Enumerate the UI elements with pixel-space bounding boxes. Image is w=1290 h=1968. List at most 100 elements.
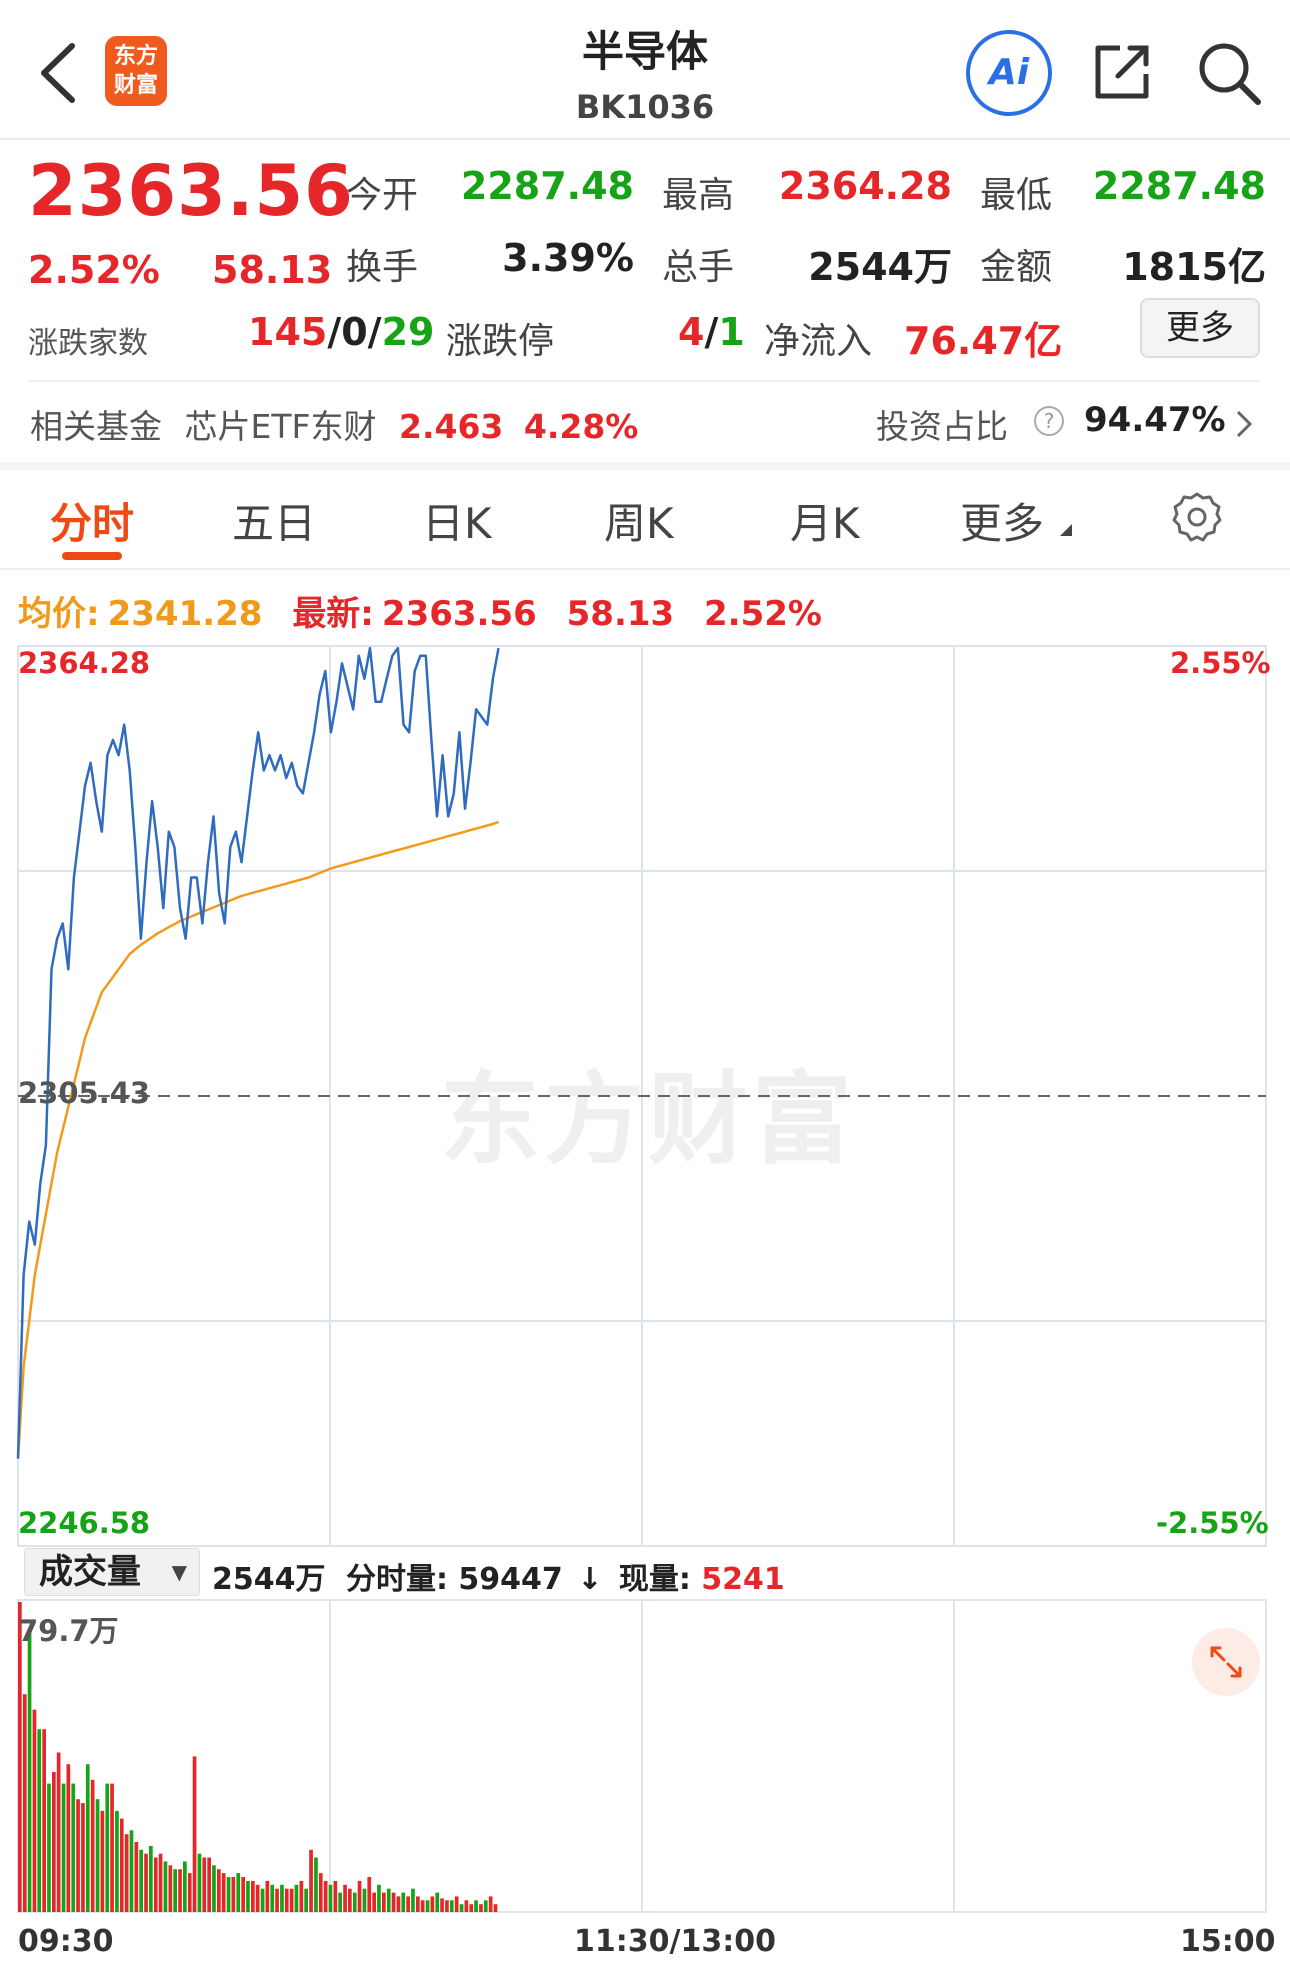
ai-assistant-button[interactable]: Ai [966,30,1052,116]
help-icon[interactable]: ? [1034,406,1064,436]
volume-bar [246,1880,250,1912]
amount-value: 1815亿 [1122,245,1266,289]
tab-more[interactable]: 更多 [960,499,1045,548]
volume-bar [158,1853,163,1912]
tab-divider [0,568,1290,570]
volume-bar [197,1853,202,1912]
volume-bar [163,1861,168,1912]
volume-bar [168,1865,173,1912]
series-line-average [16,820,499,1459]
tab-monthly-k[interactable]: 月K [790,499,860,548]
volume-bar [265,1880,270,1912]
amount-label: 金额 [980,247,1053,288]
tab-weekly-k[interactable]: 周K [604,499,674,548]
volume-bar [483,1900,488,1912]
volume-max-label: 79.7万 [18,1614,119,1648]
netflow-value: 76.47亿 [904,319,1063,363]
volume-bar [71,1783,76,1912]
breadth-label: 涨跌家数 [28,326,148,361]
volume-bar [430,1896,435,1912]
back-arrow-icon[interactable] [30,38,90,108]
chevron-right-icon[interactable] [1234,408,1256,440]
volume-bar [401,1892,406,1912]
volume-bar [445,1900,449,1912]
volume-bar [110,1783,114,1912]
volume-bar [386,1888,391,1912]
volume-bar [153,1857,158,1912]
volume-bar [85,1764,90,1912]
volume-bar [454,1896,459,1912]
more-quote-button[interactable]: 更多 [1140,298,1260,358]
indicator-select[interactable]: 成交量 ▼ [24,1548,200,1596]
volume-bar [149,1845,153,1912]
volume-bar [192,1756,197,1912]
expand-icon[interactable] [1192,1628,1260,1696]
open-label: 今开 [346,175,419,216]
volume-bar [115,1810,119,1912]
volume-bar [493,1904,498,1912]
volume-bar [284,1888,289,1912]
high-label: 最高 [662,175,735,216]
dropdown-triangle-icon [1060,524,1072,536]
volume-bar [187,1873,192,1912]
volume-label: 总手 [662,247,735,288]
low-value: 2287.48 [1092,164,1266,208]
top-bar: 东方 财富 半导体 BK1036 Ai [0,0,1290,140]
y-axis-bottom-pct: -2.55% [1156,1506,1269,1540]
intraday-info-line: 均价: 2341.28 最新: 2363.56 58.13 2.52% [18,594,822,634]
intraday-chart[interactable] [0,640,1290,1548]
volume-bar [202,1857,207,1912]
volume-bar [352,1892,357,1912]
volume-bar [362,1888,367,1912]
watermark: 东方财富 [440,1061,856,1178]
volume-bar [81,1803,85,1912]
volume-bar [18,1602,22,1912]
related-fund-row[interactable]: 相关基金 芯片ETF东财 2.463 4.28% [30,407,639,446]
tab-intraday[interactable]: 分时 [50,499,135,548]
tab-daily-k[interactable]: 日K [422,499,492,548]
share-icon[interactable] [1090,40,1154,104]
volume-bar [144,1853,148,1912]
change-percent: 2.52% [28,248,160,292]
volume-bar [488,1896,493,1912]
volume-bar [105,1783,110,1912]
volume-bar [328,1884,333,1912]
volume-bar [289,1888,294,1912]
volume-bar [255,1884,260,1912]
volume-bar [275,1888,279,1912]
volume-value: 2544万 [808,245,952,289]
volume-bar [464,1900,469,1912]
volume-bar [474,1900,478,1912]
time-label-midday: 11:30/13:00 [574,1924,776,1959]
volume-bar [382,1892,386,1912]
chevron-down-icon: ▼ [171,1560,187,1584]
volume-bar [435,1892,440,1912]
change-amount: 58.13 [212,248,333,292]
volume-bar [32,1709,37,1912]
volume-bar [314,1857,318,1912]
breadth-value: 145/0/29 [248,310,435,354]
volume-bar [76,1799,80,1912]
low-label: 最低 [980,175,1053,216]
search-icon[interactable] [1194,38,1264,108]
volume-bar [231,1877,236,1912]
volume-bar [309,1849,313,1912]
volume-bar [251,1880,255,1912]
volume-bar [217,1869,221,1912]
time-label-close: 15:00 [1180,1924,1276,1959]
volume-chart[interactable] [0,1596,1290,1916]
volume-bar [406,1896,410,1912]
y-axis-base-label: 2305.43 [18,1076,151,1110]
volume-bar [212,1865,216,1912]
netflow-label: 净流入 [764,321,873,362]
settings-gear-icon[interactable] [1170,490,1224,544]
volume-bar [260,1888,265,1912]
volume-bar [357,1880,362,1912]
volume-bar [440,1898,444,1912]
tab-five-day[interactable]: 五日 [232,499,317,548]
volume-bar [56,1752,61,1912]
volume-bar [226,1877,231,1912]
volume-bar [207,1857,211,1912]
y-axis-bottom-label: 2246.58 [18,1506,151,1540]
volume-bar [367,1877,372,1912]
